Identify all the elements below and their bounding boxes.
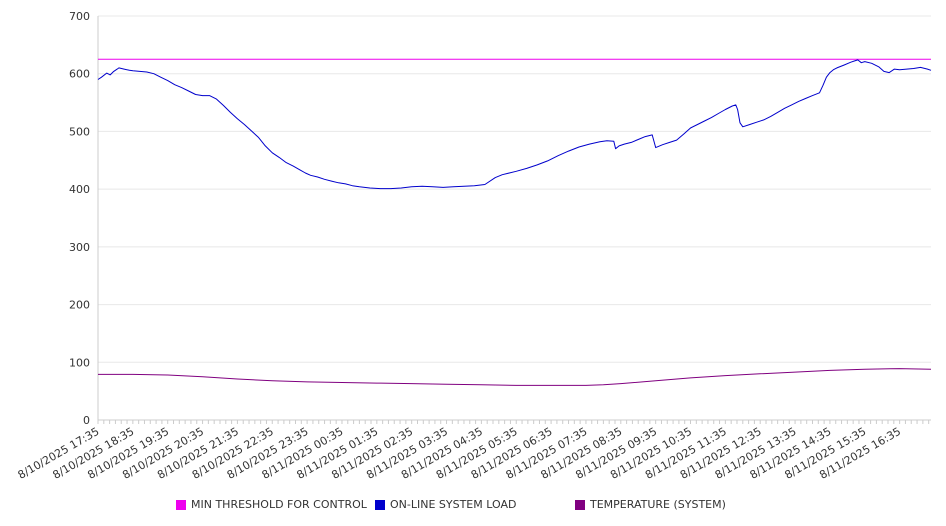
y-tick-label: 0: [83, 414, 90, 427]
x-axis-ticks: 8/10/2025 17:358/10/2025 18:358/10/2025 …: [16, 425, 903, 482]
legend-item-system-load[interactable]: ON-LINE SYSTEM LOAD: [375, 498, 516, 511]
y-tick-label: 200: [69, 299, 90, 312]
axes: [97, 16, 931, 424]
legend-swatch-icon: [375, 499, 385, 510]
series-lines: [97, 58, 932, 386]
legend-swatch-icon: [575, 499, 585, 510]
legend-label: ON-LINE SYSTEM LOAD: [390, 498, 517, 511]
y-tick-label: 300: [69, 241, 90, 254]
y-tick-label: 500: [69, 125, 90, 138]
legend-item-min-threshold[interactable]: MIN THRESHOLD FOR CONTROL: [176, 498, 367, 511]
temperature-line: [98, 368, 932, 386]
y-tick-label: 100: [69, 356, 90, 369]
y-tick-label: 600: [69, 68, 90, 81]
system-load-line: [97, 59, 932, 190]
y-tick-label: 400: [69, 183, 90, 196]
y-tick-label: 700: [69, 10, 90, 23]
legend-label: TEMPERATURE (SYSTEM): [590, 498, 726, 511]
legend-swatch-icon: [176, 499, 186, 510]
y-axis-ticks: 0 100 200 300 400 500 600 700: [69, 10, 90, 427]
legend-item-temperature[interactable]: TEMPERATURE (SYSTEM): [575, 498, 726, 511]
grid-lines: [98, 15, 931, 363]
legend: MIN THRESHOLD FOR CONTROL ON-LINE SYSTEM…: [0, 498, 946, 516]
legend-label: MIN THRESHOLD FOR CONTROL: [191, 498, 367, 511]
